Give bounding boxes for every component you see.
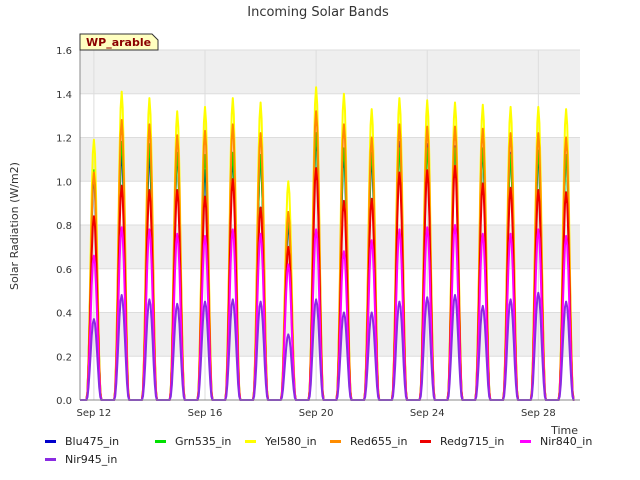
plot-band	[80, 181, 580, 225]
legend-swatch	[420, 440, 431, 443]
plot-band	[80, 50, 580, 94]
y-tick-label: 0.0	[56, 396, 72, 407]
x-tick-label: Sep 28	[521, 408, 556, 419]
y-tick-labels: 0.0 0.2 0.4 0.6 0.8 1.0 1.2 1.4 1.6	[56, 46, 72, 407]
legend-label: Redg715_in	[440, 435, 505, 448]
y-tick-label: 1.2	[56, 134, 72, 145]
plot-band	[80, 225, 580, 269]
legend: Blu475_in Grn535_in Yel580_in Red655_in Redg…	[0, 434, 640, 474]
y-axis-label: Solar Radiation (W/m2)	[8, 162, 21, 290]
plot-background	[80, 50, 580, 400]
legend-item: Grn535_in	[155, 435, 231, 448]
x-tick-label: Sep 24	[410, 408, 445, 419]
plot-band	[80, 312, 580, 357]
annotation-label: WP_arable	[86, 36, 151, 49]
plot-band	[80, 356, 580, 400]
legend-label: Nir945_in	[65, 453, 118, 466]
y-tick-label: 0.2	[56, 352, 72, 363]
plot-band	[80, 137, 580, 182]
x-axis-label: Time	[550, 424, 578, 437]
legend-swatch	[330, 440, 341, 443]
legend-label: Nir840_in	[540, 435, 593, 448]
legend-swatch	[45, 458, 56, 461]
y-tick-label: 0.4	[56, 309, 72, 320]
axes	[79, 50, 580, 401]
legend-swatch	[45, 440, 56, 443]
y-tick-label: 0.8	[56, 221, 72, 232]
legend-swatch	[155, 440, 166, 443]
x-tick-label: Sep 12	[77, 408, 112, 419]
y-tick-label: 0.6	[56, 265, 72, 276]
legend-item: Redg715_in	[420, 435, 504, 448]
legend-item: Blu475_in	[45, 435, 119, 448]
legend-swatch	[245, 440, 256, 443]
legend-label: Blu475_in	[65, 435, 120, 448]
annotation-box: WP_arable	[79, 33, 159, 51]
legend-item: Nir840_in	[520, 435, 592, 448]
y-tick-label: 1.0	[56, 177, 72, 188]
plot-band	[80, 268, 580, 313]
x-tick-labels: Sep 12 Sep 16 Sep 20 Sep 24 Sep 28	[77, 408, 556, 419]
legend-item: Red655_in	[330, 435, 407, 448]
legend-label: Grn535_in	[175, 435, 232, 448]
legend-item: Yel580_in	[245, 435, 317, 448]
x-tick-label: Sep 20	[299, 408, 334, 419]
legend-label: Yel580_in	[265, 435, 317, 448]
legend-item: Nir945_in	[45, 453, 117, 466]
legend-swatch	[520, 440, 531, 443]
legend-label: Red655_in	[350, 435, 408, 448]
x-tick-label: Sep 16	[188, 408, 223, 419]
y-tick-label: 1.6	[56, 46, 72, 57]
chart-title: Incoming Solar Bands	[247, 5, 389, 20]
plot-band	[80, 93, 580, 138]
y-tick-label: 1.4	[56, 90, 72, 101]
